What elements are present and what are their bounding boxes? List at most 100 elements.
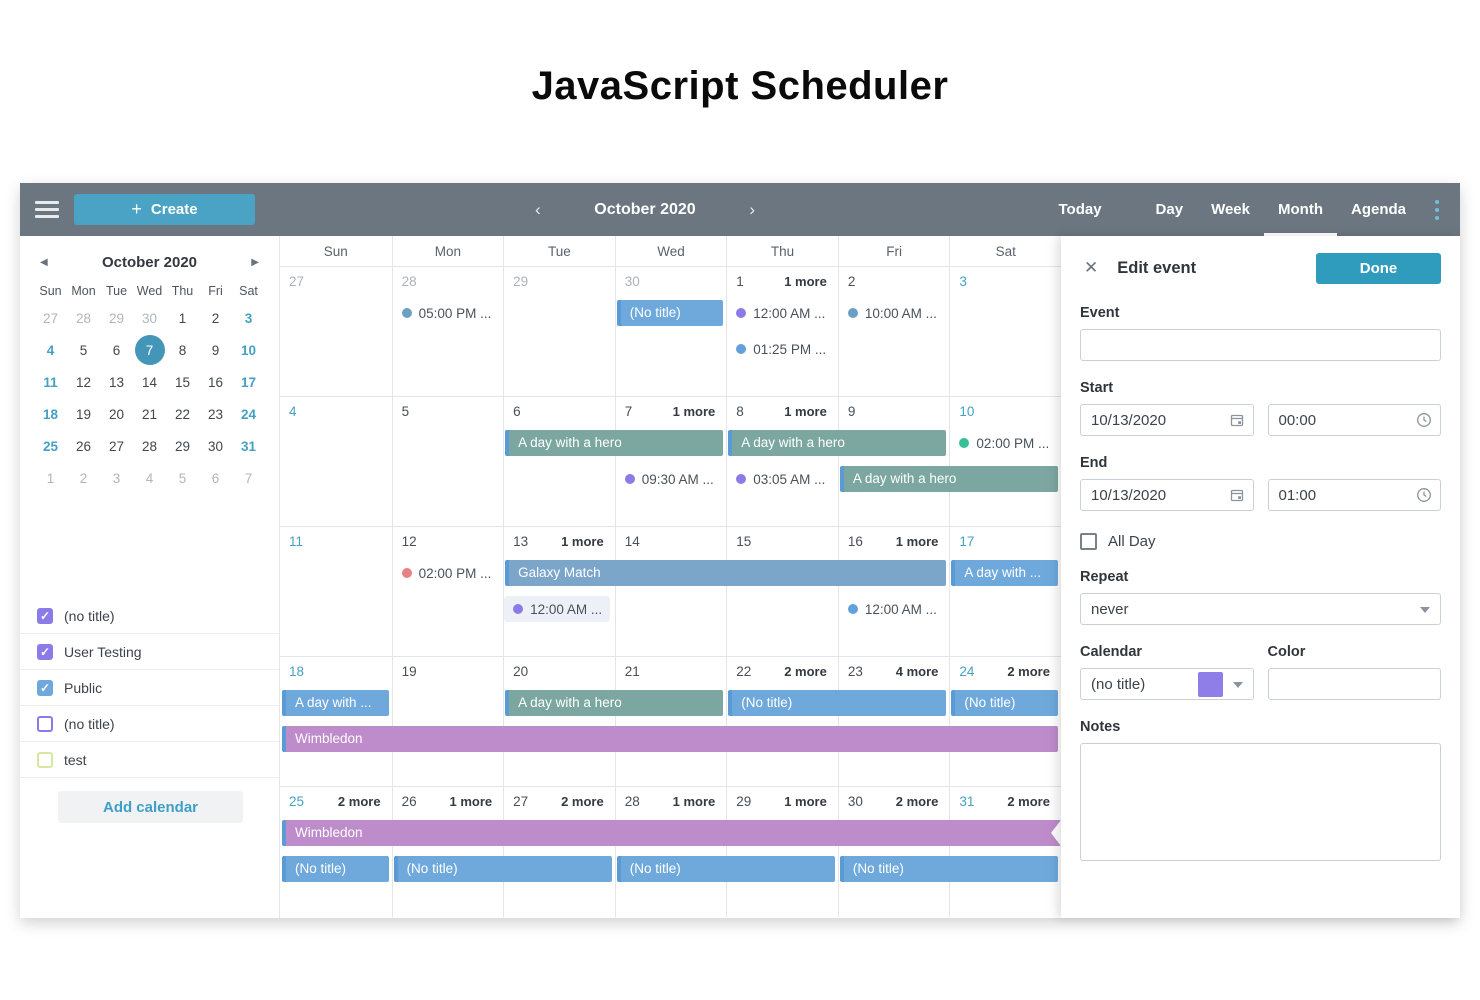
day-cell[interactable]: 25 2 more bbox=[280, 787, 392, 917]
event-bar[interactable]: A day with a hero bbox=[839, 466, 1058, 492]
calendar-list-item[interactable]: test bbox=[20, 742, 279, 778]
event-dot-item[interactable]: 10:00 AM ... bbox=[839, 300, 945, 326]
view-button-week[interactable]: Week bbox=[1211, 201, 1250, 218]
more-events-link[interactable]: 1 more bbox=[561, 534, 604, 549]
mini-day-2[interactable]: 2 bbox=[79, 470, 88, 486]
day-cell[interactable]: 18 bbox=[280, 657, 392, 786]
add-calendar-button[interactable]: Add calendar bbox=[58, 791, 243, 823]
mini-day-28[interactable]: 28 bbox=[75, 310, 92, 326]
day-cell[interactable]: 23 4 more bbox=[837, 657, 950, 786]
mini-day-17[interactable]: 17 bbox=[240, 374, 257, 390]
hamburger-menu-icon[interactable] bbox=[35, 201, 59, 218]
more-events-link[interactable]: 1 more bbox=[672, 794, 716, 809]
day-cell[interactable]: 6 bbox=[503, 397, 615, 526]
day-cell[interactable]: 8 1 more bbox=[726, 397, 838, 526]
event-dot-item[interactable]: 01:25 PM ... bbox=[727, 336, 834, 362]
day-cell[interactable]: 30 2 more bbox=[837, 787, 950, 917]
day-cell[interactable]: 22 2 more bbox=[726, 657, 838, 786]
day-cell[interactable]: 3 bbox=[949, 267, 1061, 396]
mini-day-4[interactable]: 4 bbox=[145, 470, 154, 486]
mini-day-3[interactable]: 3 bbox=[112, 470, 121, 486]
mini-day-29[interactable]: 29 bbox=[108, 310, 125, 326]
more-events-link[interactable]: 2 more bbox=[337, 794, 381, 809]
calendar-list-item[interactable]: ✓ Public bbox=[20, 670, 279, 706]
more-events-link[interactable]: 2 more bbox=[1007, 794, 1050, 809]
view-button-agenda[interactable]: Agenda bbox=[1350, 201, 1406, 218]
more-events-link[interactable]: 2 more bbox=[895, 794, 939, 809]
mini-day-27[interactable]: 27 bbox=[108, 438, 125, 454]
event-name-input[interactable] bbox=[1080, 329, 1441, 361]
day-cell[interactable]: 21 bbox=[614, 657, 727, 786]
event-dot-item[interactable]: 05:00 PM ... bbox=[393, 300, 500, 326]
more-events-link[interactable]: 1 more bbox=[895, 534, 939, 549]
mini-day-16[interactable]: 16 bbox=[207, 374, 224, 390]
mini-day-5[interactable]: 5 bbox=[79, 342, 88, 358]
view-button-day[interactable]: Day bbox=[1155, 201, 1184, 218]
mini-day-7[interactable]: 7 bbox=[133, 334, 166, 366]
mini-day-21[interactable]: 21 bbox=[141, 406, 158, 422]
event-dot-item[interactable]: 12:00 AM ... bbox=[839, 596, 945, 622]
calendar-list-item[interactable]: (no title) bbox=[20, 706, 279, 742]
mini-day-9[interactable]: 9 bbox=[211, 342, 220, 358]
more-events-link[interactable]: 1 more bbox=[449, 794, 493, 809]
day-cell[interactable]: 15 bbox=[726, 527, 838, 656]
mini-day-25[interactable]: 25 bbox=[42, 438, 59, 454]
day-cell[interactable]: 19 bbox=[391, 657, 504, 786]
day-cell[interactable]: 9 bbox=[837, 397, 950, 526]
repeat-select[interactable]: never bbox=[1080, 593, 1441, 625]
end-date-input[interactable] bbox=[1080, 479, 1254, 511]
calendar-list-item[interactable]: ✓ (no title) bbox=[20, 598, 279, 634]
mini-day-13[interactable]: 13 bbox=[108, 374, 125, 390]
color-input[interactable] bbox=[1267, 668, 1441, 700]
day-cell[interactable]: 7 1 more bbox=[614, 397, 727, 526]
more-options-icon[interactable] bbox=[1428, 200, 1446, 220]
checkbox-icon[interactable]: ✓ bbox=[37, 643, 53, 660]
start-time-input[interactable] bbox=[1267, 404, 1441, 436]
view-button-month[interactable]: Month bbox=[1264, 183, 1337, 236]
mini-day-26[interactable]: 26 bbox=[75, 438, 92, 454]
mini-day-15[interactable]: 15 bbox=[174, 374, 191, 390]
more-events-link[interactable]: 1 more bbox=[784, 274, 827, 289]
mini-day-4[interactable]: 4 bbox=[46, 342, 55, 358]
day-cell[interactable]: 26 1 more bbox=[391, 787, 504, 917]
mini-day-18[interactable]: 18 bbox=[42, 406, 59, 422]
day-cell[interactable]: 5 bbox=[391, 397, 504, 526]
mini-day-22[interactable]: 22 bbox=[174, 406, 191, 422]
mini-day-6[interactable]: 6 bbox=[211, 470, 220, 486]
event-bar[interactable]: A day with ... bbox=[951, 560, 1058, 586]
more-events-link[interactable]: 2 more bbox=[1007, 664, 1050, 679]
day-cell[interactable]: 28 1 more bbox=[614, 787, 727, 917]
day-cell[interactable]: 10 bbox=[949, 397, 1061, 526]
more-events-link[interactable]: 4 more bbox=[895, 664, 939, 679]
mini-day-31[interactable]: 31 bbox=[240, 438, 257, 454]
mini-day-30[interactable]: 30 bbox=[207, 438, 224, 454]
mini-day-29[interactable]: 29 bbox=[174, 438, 191, 454]
view-button-today[interactable]: Today bbox=[1058, 201, 1102, 218]
mini-prev-icon[interactable]: ◀ bbox=[40, 257, 48, 268]
day-cell[interactable]: 29 bbox=[503, 267, 615, 396]
day-cell[interactable]: 17 bbox=[949, 527, 1061, 656]
day-cell[interactable]: 30 bbox=[614, 267, 727, 396]
mini-day-19[interactable]: 19 bbox=[75, 406, 92, 422]
day-cell[interactable]: 16 1 more bbox=[837, 527, 950, 656]
event-bar[interactable]: (No title) bbox=[728, 690, 947, 716]
event-dot-item[interactable]: 12:00 AM ... bbox=[727, 300, 833, 326]
event-bar[interactable]: (No title) bbox=[839, 856, 1058, 882]
day-cell[interactable]: 24 2 more bbox=[949, 657, 1061, 786]
mini-day-14[interactable]: 14 bbox=[141, 374, 158, 390]
day-cell[interactable]: 14 bbox=[614, 527, 727, 656]
day-cell[interactable]: 28 bbox=[391, 267, 504, 396]
day-cell[interactable]: 11 bbox=[280, 527, 392, 656]
mini-day-2[interactable]: 2 bbox=[211, 310, 220, 326]
mini-next-icon[interactable]: ▶ bbox=[251, 257, 259, 268]
day-cell[interactable]: 1 1 more bbox=[726, 267, 838, 396]
mini-day-24[interactable]: 24 bbox=[240, 406, 257, 422]
day-cell[interactable]: 20 bbox=[503, 657, 615, 786]
day-cell[interactable]: 31 2 more bbox=[949, 787, 1061, 917]
mini-day-7[interactable]: 7 bbox=[244, 470, 253, 486]
event-bar[interactable]: A day with a hero bbox=[505, 690, 724, 716]
event-dot-item[interactable]: 02:00 PM ... bbox=[950, 430, 1057, 456]
day-cell[interactable]: 27 2 more bbox=[503, 787, 615, 917]
more-events-link[interactable]: 2 more bbox=[561, 794, 604, 809]
mini-day-27[interactable]: 27 bbox=[42, 310, 59, 326]
